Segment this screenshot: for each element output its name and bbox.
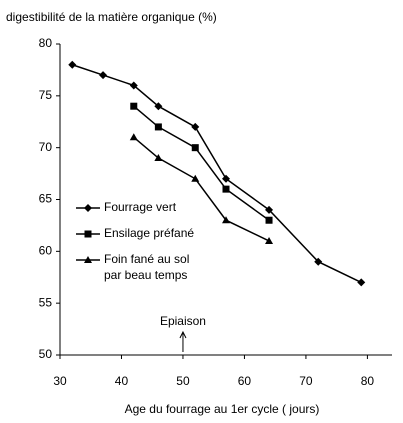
x-tick-label: 80 [361, 374, 375, 388]
marker [222, 185, 230, 193]
legend-label: Fourrage vert [104, 200, 177, 214]
marker [154, 102, 163, 111]
x-tick-label: 70 [299, 374, 313, 388]
marker [265, 236, 274, 244]
marker [222, 216, 230, 224]
marker [265, 205, 274, 214]
marker [191, 144, 199, 152]
x-tick-label: 40 [115, 374, 129, 388]
marker [84, 204, 92, 212]
x-axis-label: Age du fourrage au 1er cycle ( jours) [125, 402, 320, 416]
legend-label-line: par beau temps [104, 268, 187, 282]
marker [154, 123, 162, 131]
annotation-arrowhead [179, 330, 187, 339]
y-tick-label: 75 [39, 88, 53, 102]
marker [154, 154, 163, 162]
marker [129, 133, 138, 141]
x-tick-label: 60 [238, 374, 252, 388]
legend-label-line: Foin fané au sol [104, 252, 189, 266]
marker [191, 174, 200, 182]
y-tick-label: 60 [39, 244, 53, 258]
y-tick-label: 80 [39, 36, 53, 50]
marker [129, 81, 138, 90]
marker [357, 278, 366, 287]
marker [99, 71, 108, 80]
marker [191, 122, 200, 131]
marker [130, 102, 138, 110]
x-tick-label: 50 [176, 374, 190, 388]
annotation: Epiaison [160, 314, 206, 328]
series-line [72, 64, 362, 284]
marker [84, 256, 92, 263]
y-tick-label: 55 [39, 295, 53, 309]
marker [84, 230, 92, 238]
y-tick-label: 70 [39, 140, 53, 154]
y-tick-label: 65 [39, 192, 53, 206]
chart-title: digestibilité de la matière organique (%… [6, 10, 217, 24]
marker [68, 60, 77, 69]
legend-label: Foin fané au sol par beau temps [104, 252, 189, 282]
marker [314, 257, 323, 266]
legend-label: Ensilage préfané [104, 226, 194, 240]
x-tick-label: 30 [53, 374, 67, 388]
y-tick-label: 50 [39, 347, 53, 361]
marker [222, 174, 230, 183]
marker [265, 216, 273, 224]
